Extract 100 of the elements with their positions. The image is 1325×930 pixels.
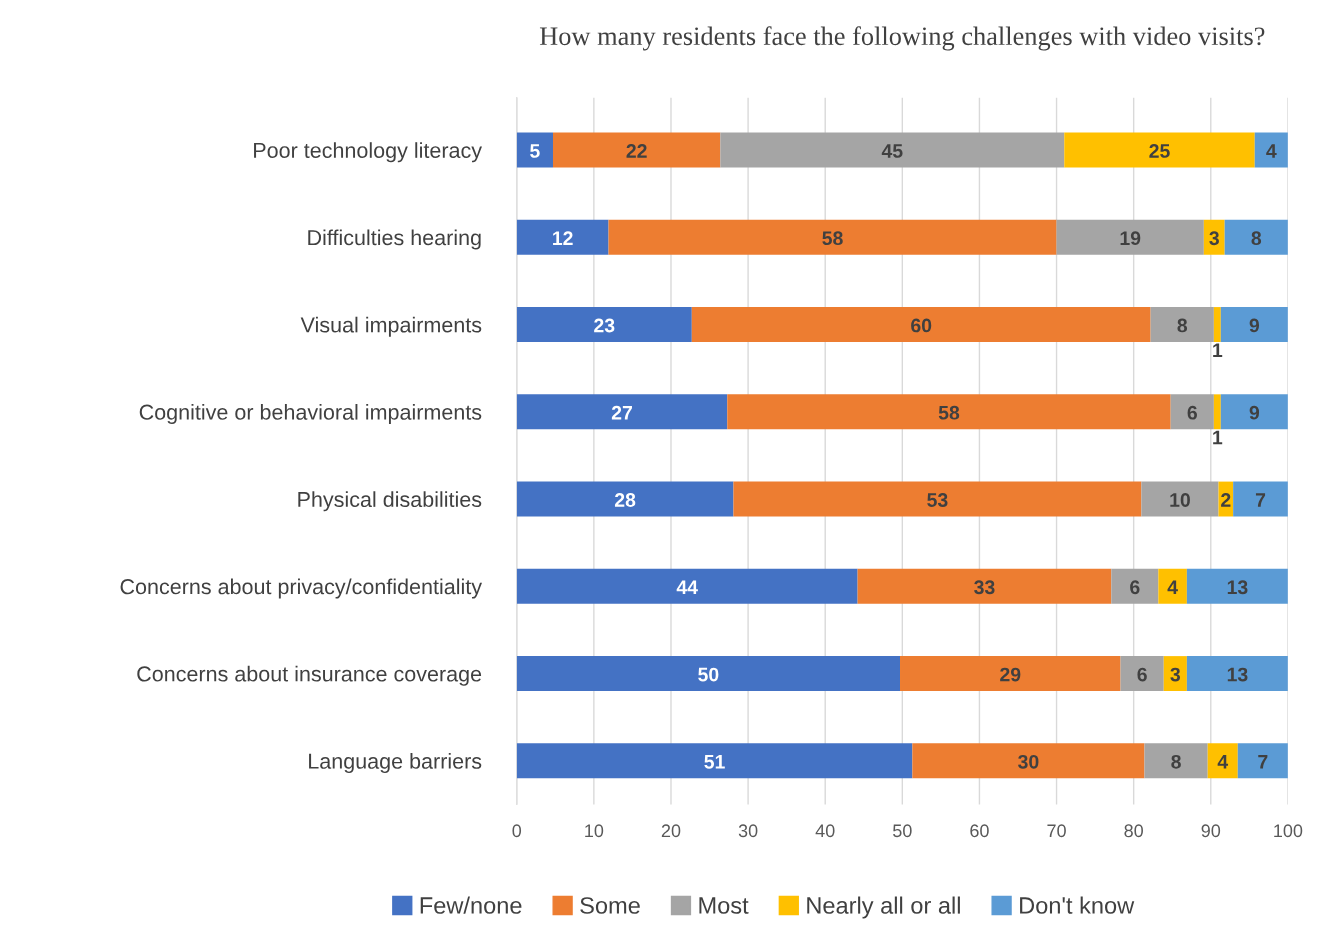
data-label: 8 — [1171, 754, 1181, 769]
x-tick-label: 80 — [1124, 824, 1144, 838]
data-label: 8 — [1177, 318, 1188, 333]
data-label: 50 — [698, 667, 719, 682]
bar — [1056, 219, 1204, 255]
data-label: 22 — [626, 144, 647, 158]
x-tick-label: 60 — [970, 824, 989, 838]
x-tick-label: 10 — [585, 824, 604, 838]
y-tick-label: Difficulties hearing — [308, 229, 481, 250]
bar — [1203, 219, 1225, 255]
bar — [1170, 394, 1214, 430]
bar — [1120, 656, 1164, 692]
bar — [1141, 481, 1219, 517]
x-tick-label: 20 — [661, 824, 681, 838]
x-tick-label: 0 — [512, 824, 522, 838]
data-label: 60 — [911, 318, 932, 333]
x-tick-label: 90 — [1201, 824, 1221, 838]
bar — [1158, 568, 1187, 604]
data-label: 13 — [1227, 667, 1248, 682]
x-tick-label: 40 — [815, 824, 835, 838]
data-label: 27 — [611, 405, 632, 420]
data-label: 10 — [1170, 493, 1190, 507]
data-label: 4 — [1217, 755, 1229, 769]
legend-label: Nearly all or all — [807, 896, 960, 919]
bar — [857, 568, 1112, 604]
data-label: 58 — [822, 231, 843, 246]
data-label: 5 — [530, 144, 540, 158]
bar — [1144, 743, 1208, 779]
x-tick-label: 50 — [893, 824, 912, 838]
data-label: 29 — [1000, 667, 1021, 682]
data-label: 6 — [1137, 667, 1147, 682]
data-label: 3 — [1170, 667, 1181, 682]
data-label: 58 — [938, 405, 960, 420]
data-label: 6 — [1187, 405, 1197, 420]
y-tick-label: Concerns about insurance coverage — [137, 665, 482, 686]
bar — [1213, 394, 1221, 430]
bar — [1186, 568, 1288, 604]
bar — [516, 132, 553, 168]
bar — [733, 481, 1142, 517]
data-label: 28 — [614, 493, 636, 507]
data-label: 44 — [676, 580, 698, 594]
data-label: 1 — [1213, 343, 1223, 357]
data-label: 4 — [1266, 144, 1277, 158]
bar — [727, 394, 1171, 430]
bar — [720, 132, 1065, 168]
data-label: 3 — [1209, 231, 1219, 246]
bar — [1237, 743, 1288, 779]
bar — [1213, 307, 1221, 342]
bar — [1207, 743, 1238, 779]
bar — [516, 219, 609, 255]
bar — [608, 219, 1057, 255]
data-label: 7 — [1258, 755, 1268, 769]
data-label: 19 — [1120, 231, 1141, 246]
bar — [516, 307, 692, 342]
data-label: 4 — [1167, 580, 1178, 594]
bar — [1163, 656, 1187, 692]
bar — [516, 743, 913, 779]
data-label: 25 — [1149, 144, 1170, 158]
data-label: 13 — [1227, 580, 1248, 595]
data-label: 1 — [1213, 430, 1223, 445]
bar — [1220, 394, 1288, 430]
bar — [1064, 132, 1255, 168]
y-tick-label: Physical disabilities — [298, 491, 482, 512]
bar — [516, 481, 734, 517]
x-tick-label: 100 — [1274, 824, 1303, 838]
bar — [1220, 307, 1288, 342]
data-label: 23 — [594, 318, 615, 333]
bar — [516, 394, 728, 430]
chart-title: How many residents face the following challenges with video visits? — [539, 26, 1265, 51]
y-tick-label: Language barriers — [309, 753, 482, 774]
bar — [552, 132, 721, 168]
bar — [516, 568, 858, 604]
data-label: 9 — [1249, 318, 1260, 333]
bar — [691, 307, 1151, 342]
x-tick-label: 30 — [738, 824, 758, 838]
data-label: 2 — [1221, 493, 1231, 507]
y-tick-label: Cognitive or behavioral impairments — [139, 403, 482, 425]
bar — [1150, 307, 1214, 342]
legend-label: Some — [580, 897, 640, 914]
bar — [516, 656, 901, 692]
data-label: 6 — [1130, 580, 1140, 595]
bar — [1233, 481, 1288, 517]
data-label: 45 — [881, 144, 903, 158]
data-label: 12 — [553, 231, 573, 245]
data-label: 9 — [1249, 405, 1260, 420]
bar — [1111, 568, 1159, 604]
data-label: 33 — [974, 580, 995, 595]
y-tick-label: Concerns about privacy/confidentiality — [120, 578, 483, 599]
data-label: 53 — [927, 493, 948, 507]
legend-label: Few/none — [420, 896, 522, 914]
data-label: 8 — [1251, 231, 1262, 246]
data-label: 51 — [704, 755, 725, 769]
x-tick-label: 70 — [1047, 824, 1066, 838]
legend-label: Most — [699, 897, 749, 914]
bar — [1186, 656, 1288, 692]
data-label: 7 — [1255, 493, 1266, 507]
bar — [900, 656, 1121, 692]
y-tick-label: Poor technology literacy — [254, 142, 482, 163]
legend-label: Don't know — [1020, 896, 1135, 914]
y-tick-label: Visual impairments — [300, 316, 482, 337]
